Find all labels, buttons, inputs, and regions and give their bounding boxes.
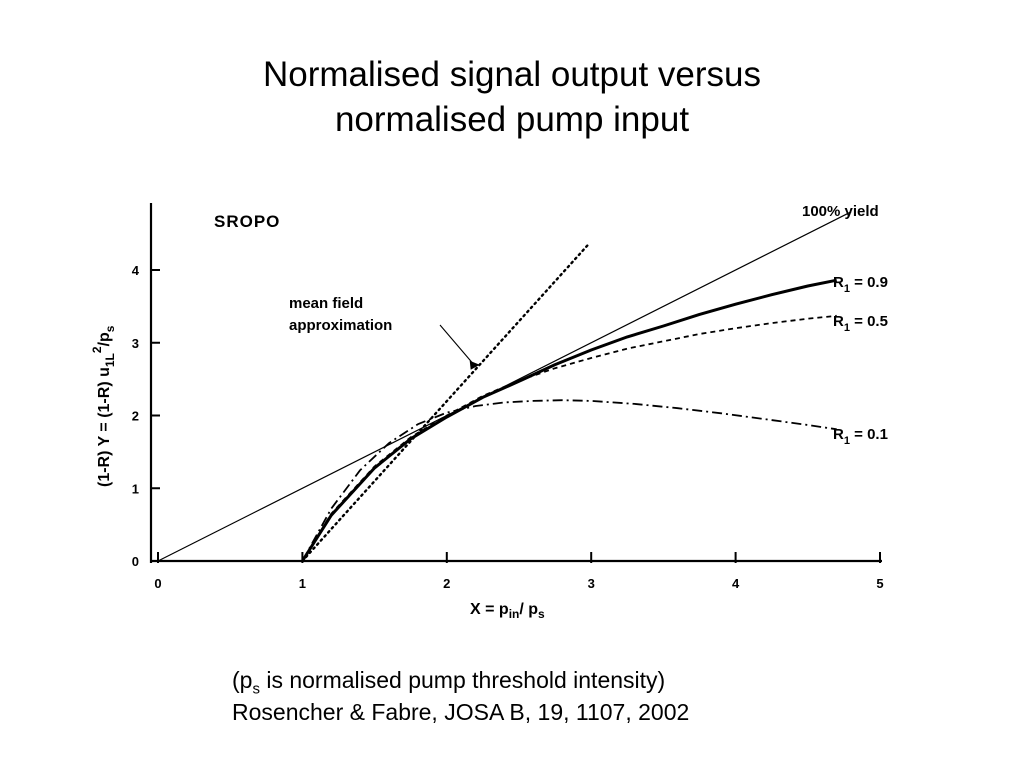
y-axis-label: (1-R) Y = (1-R) u1L2/ps [90,325,117,487]
series-r1-0-9 [301,278,837,562]
chart-axes: 0 1 2 3 4 5 0 1 2 3 4 [132,203,884,591]
annotation-line-1: mean field [289,295,363,312]
caption: (ps is normalised pump threshold intensi… [232,664,689,728]
annotation-arrowhead [469,360,480,370]
x-tick-label-3: 3 [588,576,595,591]
x-tick-label-4: 4 [732,576,740,591]
citation: Rosencher & Fabre, JOSA B, 19, 1107, 200… [232,699,690,725]
panel-label: SROPO [214,212,280,231]
x-tick-label-5: 5 [876,576,883,591]
x-tick-label-0: 0 [154,576,161,591]
slide-title: Normalised signal output versus normalis… [0,52,1024,142]
series-mean-field [301,243,590,563]
x-axis-label: X = pin/ ps [470,601,545,621]
y-tick-label-2: 2 [132,409,139,424]
x-tick-label-1: 1 [299,576,306,591]
y-tick-label-3: 3 [132,336,139,351]
chart-labels: SROPO mean field approximation X = pin/ … [90,203,888,621]
slide-title-line-1: Normalised signal output versus [262,55,761,94]
series-label-r05: R1 = 0.5 [833,313,888,334]
series-label-r01: R1 = 0.1 [833,426,888,447]
y-tick-label-4: 4 [132,263,140,278]
series-label-yield: 100% yield [802,203,879,220]
series-r1-0-1 [301,399,837,562]
series-r1-0-5 [301,314,837,562]
slide-title-line-2: normalised pump input [334,100,690,139]
annotation-line-2: approximation [289,317,392,334]
y-tick-label-0: 0 [132,554,139,569]
caption-line-1: (ps is normalised pump threshold intensi… [232,667,666,698]
series-label-r09: R1 = 0.9 [833,274,888,295]
annotation-arrow [439,324,477,368]
chart-series-layer [157,211,852,563]
x-tick-label-2: 2 [443,576,450,591]
y-tick-label-1: 1 [132,481,139,496]
